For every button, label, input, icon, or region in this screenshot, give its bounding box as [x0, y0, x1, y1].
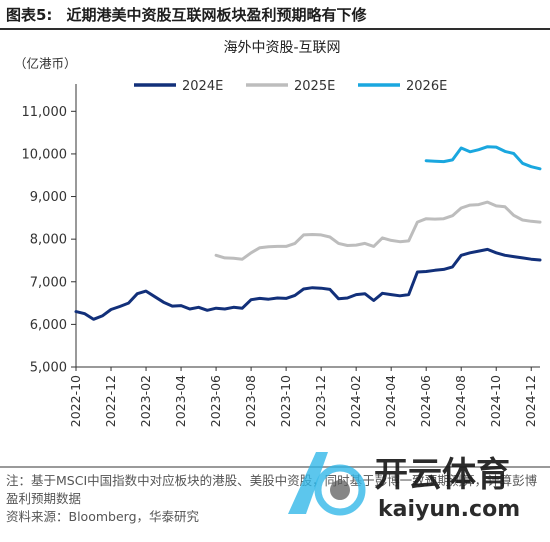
y-tick-label: 8,000 [30, 233, 67, 248]
figure-caption: 近期港美中资股互联网板块盈利预期略有下修 [66, 5, 367, 24]
figure-label: 图表5: [6, 5, 53, 24]
series-lines [74, 145, 542, 321]
y-tick-label: 11,000 [22, 105, 68, 120]
x-tick-label: 2024-06 [418, 375, 433, 427]
y-unit-label: （亿港币） [14, 56, 77, 71]
y-tick-label: 7,000 [30, 275, 67, 290]
x-tick-label: 2022-10 [68, 375, 83, 427]
legend-label: 2025E [294, 79, 335, 94]
chart-legend: 2024E 2025E 2026E [134, 79, 447, 94]
figure-header: 图表5: 近期港美中资股互联网板块盈利预期略有下修 [0, 0, 550, 30]
x-tick-label: 2024-02 [348, 375, 363, 427]
footnote: 注：基于MSCI中国指数中对应板块的港股、美股中资股，同时基于彭博一致预期测算，… [6, 473, 538, 506]
x-tick-label: 2024-08 [453, 375, 468, 427]
x-tick-label: 2024-04 [383, 375, 398, 427]
watermark-text-en: kaiyun.com [378, 497, 520, 522]
y-tick-label: 6,000 [30, 318, 67, 333]
x-tick-label: 2023-08 [243, 375, 258, 427]
series-line-2026e [424, 145, 542, 171]
watermark-text-cn: 开云体育 [374, 455, 510, 495]
series-line-2024e [74, 247, 542, 321]
watermark-logo: 开云体育 kaiyun.com [288, 452, 520, 522]
y-axis: 5,000 6,000 7,000 8,000 9,000 10,000 11,000 [22, 84, 77, 376]
k-mark-icon [288, 452, 366, 516]
x-axis: 2022-10 2022-12 2023-02 2023-04 2023-06 2023-… [68, 366, 540, 427]
y-tick-label: 5,000 [30, 361, 67, 376]
line-chart: 海外中资股-互联网 （亿港币） 2024E 2025E 2026E 5,000 6,0… [14, 40, 542, 427]
x-tick-label: 2023-12 [313, 375, 328, 427]
chart-title: 海外中资股-互联网 [223, 40, 340, 56]
source-note: 资料来源：Bloomberg，华泰研究 [6, 509, 199, 524]
y-tick-label: 9,000 [30, 190, 67, 205]
x-tick-label: 2023-02 [138, 375, 153, 427]
series-line-2025e [214, 200, 542, 261]
x-tick-label: 2023-04 [173, 375, 188, 427]
legend-label: 2024E [182, 79, 223, 94]
legend-label: 2026E [406, 79, 447, 94]
x-tick-label: 2022-12 [103, 375, 118, 427]
x-tick-label: 2023-06 [208, 375, 223, 427]
x-tick-label: 2024-10 [488, 375, 503, 427]
figure-footer: 注：基于MSCI中国指数中对应板块的港股、美股中资股，同时基于彭博一致预期测算，… [0, 466, 550, 542]
y-tick-label: 10,000 [22, 147, 68, 162]
x-tick-label: 2024-12 [523, 375, 538, 427]
x-tick-label: 2023-10 [278, 375, 293, 427]
